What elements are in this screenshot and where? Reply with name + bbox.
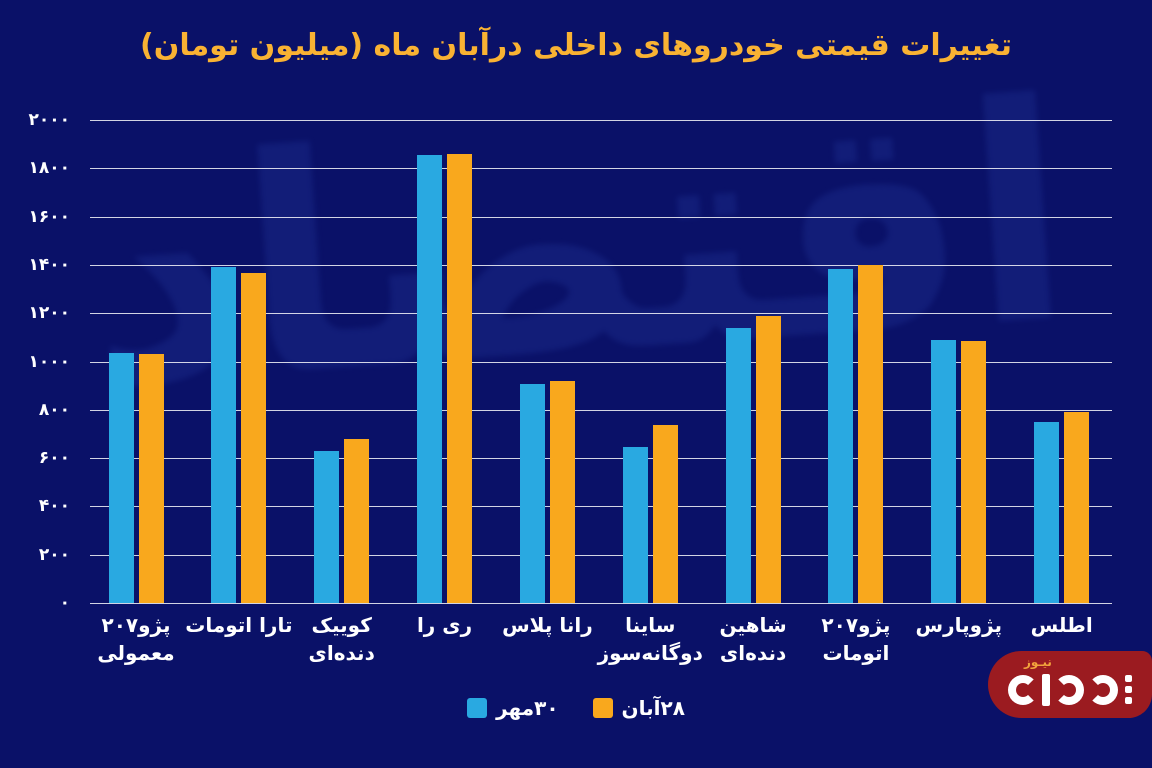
x-axis-label-line: اطلس — [1030, 613, 1093, 637]
bar-series1-cat2 — [344, 438, 370, 603]
gridline — [90, 313, 1112, 315]
legend: ۳۰مهر ۲۸آبان — [0, 696, 1152, 720]
logo-glyph-ring-right — [1088, 674, 1118, 705]
y-axis-tick-label: ۸۰۰ — [38, 399, 70, 420]
x-axis-label-line: دنده‌ای — [308, 641, 375, 665]
x-axis-label-line: تارا اتومات — [185, 613, 293, 637]
logo-glyph-ring-left — [1008, 674, 1038, 705]
bar-series1-cat8 — [961, 340, 987, 603]
bar-series1-cat0 — [138, 354, 164, 603]
x-axis-label-line: پژو۲۰۷ — [101, 613, 171, 637]
x-axis-label: پژوپارس — [884, 611, 1034, 639]
bar-series0-cat9 — [1034, 421, 1060, 603]
y-axis-tick-label: ۲۰۰ — [38, 544, 70, 565]
bar-series1-cat4 — [549, 380, 575, 603]
brand-logo: نیـوز — [988, 651, 1152, 718]
y-axis-tick-label: ۱۴۰۰ — [28, 254, 70, 275]
bar-series1-cat9 — [1064, 412, 1090, 603]
x-axis-label: ری را — [370, 611, 520, 639]
legend-swatch — [592, 698, 613, 718]
gridline — [90, 361, 1112, 363]
y-axis-tick-label: ۱۸۰۰ — [28, 158, 70, 179]
legend-swatch — [467, 698, 488, 718]
x-axis-label-line: رانا پلاس — [502, 613, 593, 637]
gridline — [90, 506, 1112, 508]
bar-series0-cat3 — [417, 155, 443, 603]
legend-item: ۲۸آبان — [592, 696, 685, 720]
gridline — [90, 216, 1112, 218]
x-axis-label-line: کوییک — [311, 613, 372, 637]
bar-series0-cat1 — [211, 267, 237, 603]
bar-series1-cat3 — [447, 153, 473, 603]
x-axis-label: اطلس — [987, 611, 1137, 639]
x-axis-label-line: ری را — [416, 613, 473, 637]
y-axis-tick-label: ۶۰۰ — [38, 448, 70, 469]
bar-series0-cat6 — [725, 327, 751, 603]
bar-series0-cat7 — [828, 268, 854, 603]
logo-glyph-ring-mid — [1054, 674, 1084, 705]
bar-series0-cat4 — [519, 384, 545, 603]
legend-label: ۲۸آبان — [621, 696, 685, 720]
y-axis-tick-label: ۰ — [59, 593, 70, 613]
x-axis-label-line: شاهین — [719, 613, 787, 637]
logo-news-label: نیـوز — [1024, 655, 1052, 669]
x-axis-label: شاهین دنده‌ای — [678, 611, 828, 667]
x-axis-label: پژو۲۰۷ اتومات — [781, 611, 931, 667]
logo-glyph-bar — [1042, 673, 1050, 706]
gridline — [90, 264, 1112, 266]
y-axis-tick-label: ۱۶۰۰ — [28, 206, 70, 227]
gridline — [90, 458, 1112, 460]
bar-series0-cat8 — [931, 339, 957, 603]
y-axis-tick-label: ۱۰۰۰ — [28, 351, 70, 372]
y-axis-tick-label: ۱۲۰۰ — [28, 303, 70, 324]
y-axis-tick-label: ۲۰۰۰ — [28, 110, 70, 130]
gridline — [90, 409, 1112, 411]
bar-series1-cat1 — [241, 273, 267, 603]
x-axis-label: کوییک دنده‌ای — [267, 611, 417, 667]
gridline — [90, 603, 1112, 604]
x-axis-label: ساینا دوگانه‌سوز — [575, 611, 725, 667]
legend-item: ۳۰مهر — [467, 696, 559, 720]
bar-series0-cat2 — [314, 450, 340, 603]
x-axis-label: پژو۲۰۷ معمولی — [61, 611, 211, 667]
x-axis-label-line: معمولی — [97, 641, 175, 665]
bar-series1-cat6 — [755, 315, 781, 603]
bar-series1-cat7 — [858, 264, 884, 603]
x-axis-label-line: پژو۲۰۷ — [821, 613, 891, 637]
legend-label: ۳۰مهر — [496, 696, 559, 720]
bar-series0-cat0 — [108, 353, 134, 603]
x-axis-label: رانا پلاس — [472, 611, 622, 639]
x-axis-label-line: ساینا — [625, 613, 676, 637]
x-axis-label-line: دنده‌ای — [719, 641, 787, 665]
y-axis-tick-label: ۴۰۰ — [38, 496, 70, 517]
gridline — [90, 120, 1112, 121]
x-axis-label-line: دوگانه‌سوز — [597, 641, 703, 665]
gridline — [90, 168, 1112, 170]
bar-series0-cat5 — [622, 447, 648, 603]
bar-series1-cat5 — [652, 425, 678, 603]
x-axis-label-line: پژوپارس — [915, 613, 1003, 637]
logo-glyph-dots — [1125, 675, 1132, 704]
chart-title: تغییرات قیمتی خودروهای داخلی درآبان ماه … — [140, 28, 1012, 63]
x-axis-label-line: اتومات — [822, 641, 890, 665]
x-axis-label: تارا اتومات — [164, 611, 314, 639]
gridline — [90, 554, 1112, 556]
